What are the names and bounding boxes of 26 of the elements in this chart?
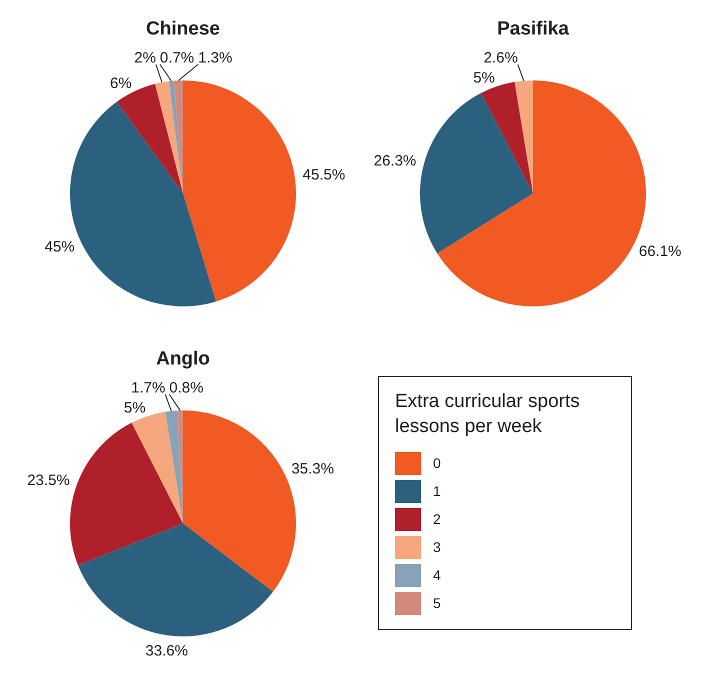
data-label: 33.6%: [145, 642, 188, 660]
data-label: 1.3%: [198, 50, 232, 67]
data-label: 45.5%: [302, 166, 346, 184]
data-label: 6%: [110, 74, 132, 92]
data-label: 1.7%: [131, 380, 166, 397]
data-label: 5%: [124, 399, 146, 416]
legend-label: 4: [433, 567, 441, 583]
data-label: 45%: [44, 238, 75, 256]
legend-title: Extra curricular sports lessons per week: [395, 390, 581, 439]
legend-label: 3: [433, 539, 441, 555]
data-label: 5%: [473, 70, 495, 87]
data-label: 0.7%: [160, 50, 194, 67]
legend-label: 5: [433, 595, 441, 611]
legend-label: 2: [433, 511, 441, 527]
data-label: 2%: [134, 50, 156, 67]
chart-title: Pasifika: [497, 18, 570, 40]
chart-title: Anglo: [156, 348, 210, 370]
data-label: 2.6%: [484, 50, 518, 67]
data-label: 66.1%: [638, 243, 682, 260]
legend-label: 0: [433, 455, 441, 471]
data-label: 35.3%: [291, 460, 334, 478]
data-label: 26.3%: [374, 152, 416, 170]
data-label: 0.8%: [169, 380, 204, 397]
chart-title: Chinese: [146, 18, 220, 40]
legend-label: 1: [433, 483, 441, 499]
data-label: 23.5%: [27, 472, 70, 489]
